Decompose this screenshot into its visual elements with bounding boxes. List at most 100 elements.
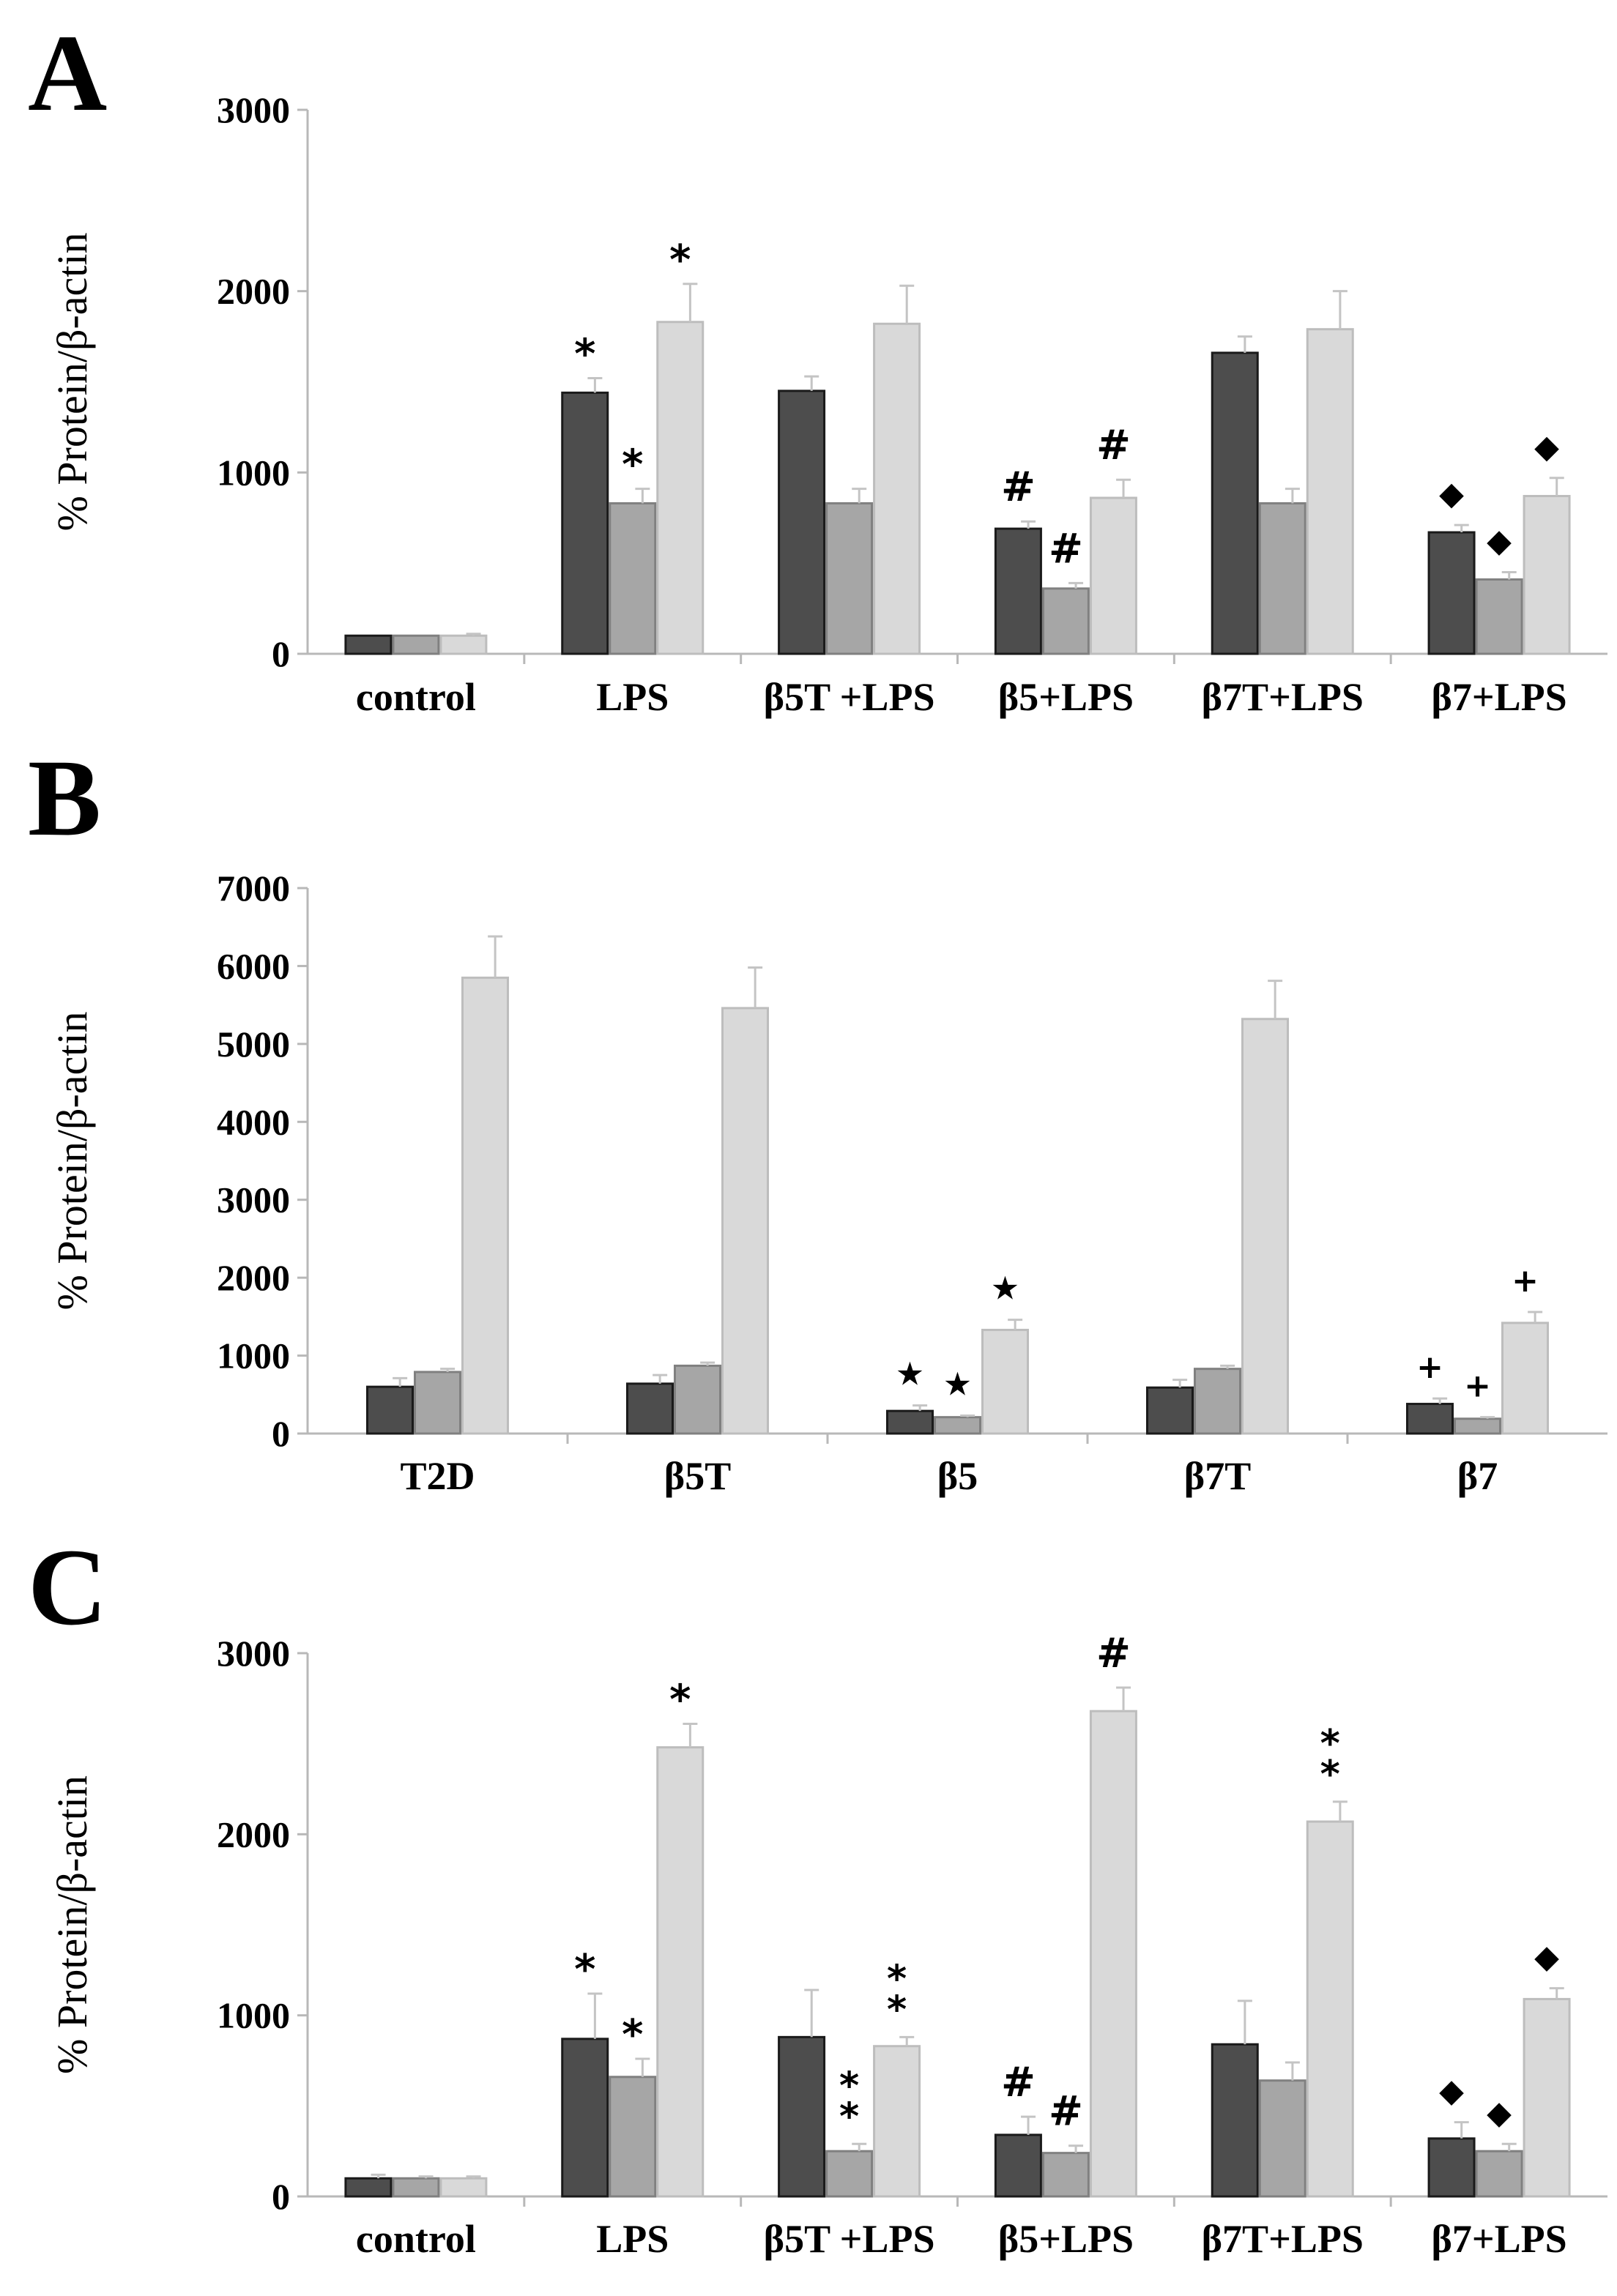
bar xyxy=(1258,2079,1306,2198)
significance-mark: ◆ xyxy=(1534,428,1559,466)
significance-mark: + xyxy=(1464,1368,1491,1405)
y-tick-label: 0 xyxy=(272,633,290,674)
significance-mark: ◆ xyxy=(1439,2073,1464,2110)
bar xyxy=(656,321,705,655)
bar xyxy=(1427,531,1476,655)
bar xyxy=(344,634,393,655)
bar xyxy=(1041,587,1090,655)
y-tick-label: 5000 xyxy=(217,1024,290,1065)
category-label: β7 xyxy=(1457,1454,1498,1498)
bar xyxy=(674,1364,721,1435)
bar xyxy=(1146,1386,1194,1435)
bar xyxy=(778,390,826,655)
bar xyxy=(561,2038,609,2198)
panel-b: B % Protein/β-actin 0 1000 2000 3000 4000 5000 6… xyxy=(28,737,1607,1498)
significance-mark: * xyxy=(574,1946,595,1994)
significance-mark: * xyxy=(1320,1722,1340,1766)
bar xyxy=(1475,578,1523,655)
y-tick-label: 6000 xyxy=(217,945,290,986)
bar xyxy=(1306,1820,1354,2198)
bar xyxy=(1523,495,1571,655)
significance-mark: ★ xyxy=(943,1366,972,1404)
bar xyxy=(609,2076,657,2198)
significance-mark: * xyxy=(669,1676,691,1723)
significance-mark: * xyxy=(574,331,595,379)
category-label: T2D xyxy=(400,1454,475,1498)
significance-mark: # xyxy=(1096,422,1131,469)
significance-mark: * xyxy=(1320,1753,1340,1797)
category-label: β5+LPS xyxy=(998,2217,1134,2261)
significance-mark: ★ xyxy=(991,1270,1019,1308)
bar xyxy=(886,1409,934,1435)
y-tick-label: 3000 xyxy=(217,1633,290,1674)
y-tick-label: 0 xyxy=(272,1413,290,1454)
category-label: control xyxy=(356,2217,476,2261)
category-label: β5+LPS xyxy=(998,675,1134,719)
significance-mark: * xyxy=(839,2095,859,2139)
bar xyxy=(825,2150,874,2198)
significance-mark: ◆ xyxy=(1487,523,1512,560)
bar xyxy=(1089,496,1137,655)
bar xyxy=(609,502,657,655)
bar xyxy=(392,2177,440,2198)
bar xyxy=(1241,1018,1289,1435)
y-tick-label: 2000 xyxy=(217,271,290,312)
significance-mark: * xyxy=(669,236,691,284)
bar xyxy=(994,527,1042,655)
y-tick-label: 4000 xyxy=(217,1101,290,1142)
category-label: β5T xyxy=(664,1454,731,1498)
significance-mark: * xyxy=(839,2064,859,2108)
panel-letter: B xyxy=(28,737,101,859)
panel-a: A % Protein/β-actin 0 1000 2000 3000 control LP… xyxy=(28,12,1607,719)
bar xyxy=(778,2035,826,2198)
y-tick-label: 3000 xyxy=(217,1179,290,1220)
bar xyxy=(414,1371,461,1435)
bar xyxy=(626,1382,674,1435)
bar xyxy=(994,2133,1042,2198)
bar xyxy=(1406,1403,1454,1435)
panel-letter: C xyxy=(28,1527,107,1648)
category-label: β7T xyxy=(1184,1454,1251,1498)
significance-mark: ◆ xyxy=(1487,2094,1512,2131)
category-label: control xyxy=(356,675,476,719)
bar xyxy=(1454,1417,1501,1435)
y-tick-label: 2000 xyxy=(217,1814,290,1855)
bar xyxy=(981,1328,1029,1435)
category-label: LPS xyxy=(596,2217,669,2261)
bar xyxy=(1306,328,1354,655)
y-tick-label: 7000 xyxy=(217,868,290,909)
category-label: β5T +LPS xyxy=(764,675,935,719)
bar xyxy=(1089,1710,1137,2198)
y-tick-label: 1000 xyxy=(217,1335,290,1376)
bar xyxy=(1475,2150,1523,2198)
y-axis-label: % Protein/β-actin xyxy=(48,232,96,531)
bar xyxy=(1194,1368,1241,1435)
significance-mark: ◆ xyxy=(1534,1939,1559,1976)
bar xyxy=(439,634,488,655)
bar xyxy=(461,976,509,1435)
category-label: LPS xyxy=(596,675,669,719)
significance-mark: * xyxy=(622,2011,643,2059)
y-tick-label: 1000 xyxy=(217,1995,290,2036)
significance-mark: # xyxy=(1001,463,1036,511)
bar xyxy=(656,1746,705,2198)
bar xyxy=(934,1416,981,1435)
y-tick-label: 1000 xyxy=(217,452,290,493)
panel-c: C % Protein/β-actin 0 1000 2000 3000 control LP… xyxy=(28,1527,1607,2261)
significance-mark: # xyxy=(1049,525,1083,573)
category-label: β7T+LPS xyxy=(1202,675,1364,719)
bar xyxy=(439,2177,488,2198)
panel-letter: A xyxy=(28,12,107,134)
bar xyxy=(366,1385,414,1435)
bar xyxy=(873,322,921,655)
y-tick-label: 0 xyxy=(272,2176,290,2217)
significance-mark: * xyxy=(887,1988,907,2032)
bar xyxy=(1523,1997,1571,2198)
bar xyxy=(721,1007,769,1435)
y-axis-label: % Protein/β-actin xyxy=(48,1011,96,1310)
significance-mark: * xyxy=(622,441,643,489)
bar xyxy=(825,502,874,655)
significance-mark: ◆ xyxy=(1439,475,1464,512)
bar xyxy=(1211,2043,1259,2198)
